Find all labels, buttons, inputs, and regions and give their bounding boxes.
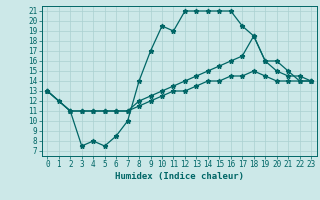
X-axis label: Humidex (Indice chaleur): Humidex (Indice chaleur) [115,172,244,181]
